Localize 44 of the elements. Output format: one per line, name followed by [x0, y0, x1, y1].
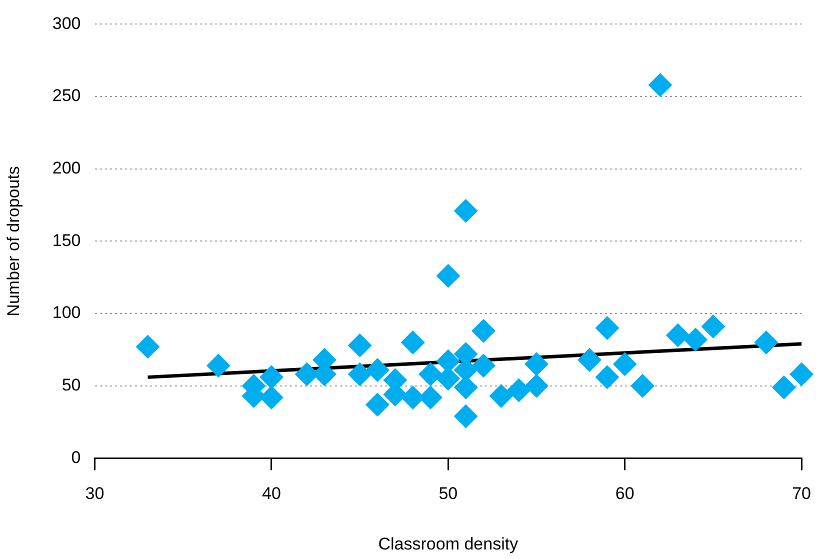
point	[578, 348, 602, 372]
point	[648, 72, 672, 97]
y-tick-label: 300	[52, 14, 81, 33]
x-tick-label: 60	[615, 484, 634, 504]
point	[489, 384, 514, 408]
point	[259, 365, 284, 390]
y-tick-label: 250	[52, 86, 81, 106]
point	[365, 392, 390, 417]
point	[595, 365, 620, 390]
y-tick-label: 200	[52, 158, 81, 178]
point	[436, 264, 460, 288]
point	[418, 362, 442, 386]
point	[790, 362, 814, 386]
point	[348, 362, 372, 386]
point	[524, 374, 549, 398]
point	[206, 354, 230, 378]
x-tick-label: 70	[792, 484, 812, 504]
point	[471, 318, 496, 343]
point	[595, 316, 620, 340]
point	[772, 375, 796, 400]
y-tick-label: 0	[71, 448, 81, 467]
point	[454, 198, 478, 223]
point	[348, 333, 372, 358]
x-tick-label: 40	[262, 484, 281, 504]
y-tick-label: 100	[52, 303, 81, 322]
y-tick-label: 50	[62, 376, 81, 395]
point	[701, 314, 726, 339]
point	[471, 354, 496, 378]
point	[754, 330, 778, 354]
y-tick-label: 150	[52, 230, 81, 250]
point	[454, 404, 478, 428]
point	[612, 352, 637, 376]
x-axis-title: Classroom density	[378, 534, 519, 554]
point	[684, 328, 708, 352]
point	[666, 323, 690, 348]
point	[506, 378, 531, 402]
x-tick-label: 30	[85, 484, 104, 504]
point	[400, 330, 425, 354]
point	[136, 334, 160, 359]
point	[524, 352, 549, 376]
y-axis-title: Number of dropouts	[4, 166, 23, 316]
point	[365, 358, 390, 382]
x-tick-label: 50	[438, 484, 458, 504]
point	[630, 374, 655, 398]
